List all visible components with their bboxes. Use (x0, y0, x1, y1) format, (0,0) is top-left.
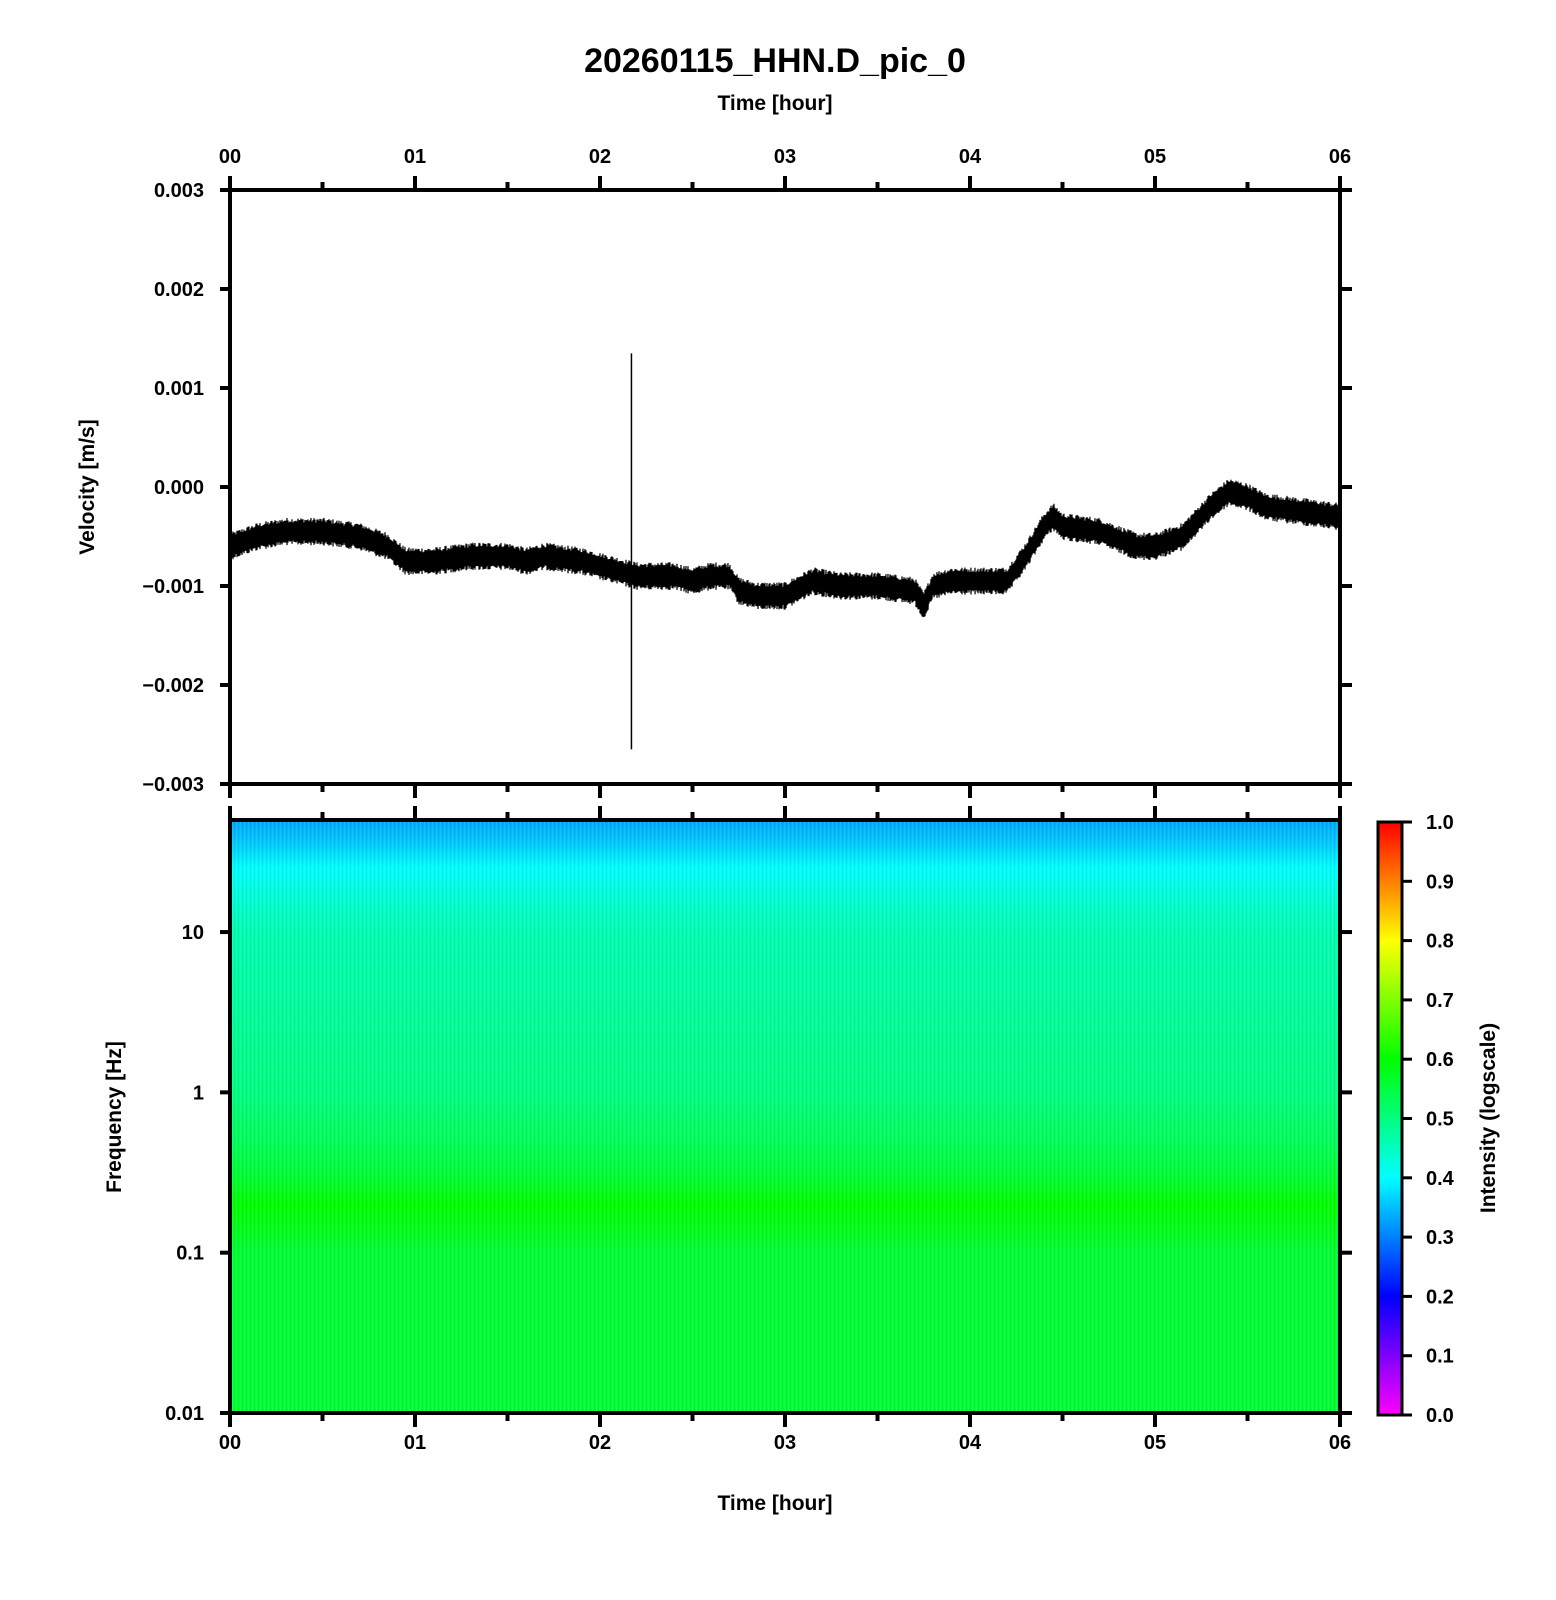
colorbar-label: Intensity (logscale) (1477, 1023, 1500, 1213)
velocity-y-tick-label: 0.001 (154, 378, 204, 400)
bottom-x-tick-label: 00 (219, 1432, 241, 1454)
top-x-tick-label: 03 (774, 146, 796, 168)
frequency-y-tick-label: 10 (182, 922, 204, 944)
spectrogram-panel: 00 01 02 03 04 05 06 10 1 0.1 0.01 Frequency [Hz]… (103, 806, 1352, 1515)
colorbar-tick-label: 0.0 (1426, 1405, 1454, 1427)
colorbar-tick-label: 0.4 (1426, 1168, 1455, 1190)
colorbar-tick-label: 0.9 (1426, 871, 1454, 893)
top-x-tick-label: 05 (1144, 146, 1166, 168)
colorbar-tick-label: 1.0 (1426, 812, 1454, 834)
colorbar: 1.0 0.9 0.8 0.7 0.6 0.5 0.4 0.3 0.2 0.1 0.0 Intens… (1376, 812, 1500, 1427)
velocity-y-tick-label: −0.002 (142, 675, 204, 697)
velocity-trace-line (229, 479, 1341, 618)
frequency-y-tick-label: 1 (193, 1082, 204, 1104)
top-x-tick-label: 00 (219, 146, 241, 168)
colorbar-tick-label: 0.8 (1426, 931, 1454, 953)
bottom-x-tick-label: 03 (774, 1432, 796, 1454)
colorbar-tick-label: 0.3 (1426, 1227, 1454, 1249)
velocity-y-axis-label: Velocity [m/s] (76, 419, 99, 554)
bottom-x-tick-label: 05 (1144, 1432, 1166, 1454)
colorbar-scale (1376, 820, 1404, 1417)
top-x-tick-label: 01 (404, 146, 426, 168)
colorbar-tick-label: 0.2 (1426, 1286, 1454, 1308)
velocity-plot-area (230, 190, 1340, 784)
velocity-y-tick-label: −0.003 (142, 774, 204, 796)
velocity-y-tick-label: 0.000 (154, 477, 204, 499)
spectrogram-frame (228, 818, 1342, 1415)
colorbar-tick-label: 0.6 (1426, 1049, 1454, 1071)
frequency-y-tick-label: 0.01 (165, 1403, 204, 1425)
frequency-y-ticks: 10 1 0.1 0.01 (165, 922, 1352, 1425)
bottom-x-tick-label: 06 (1329, 1432, 1351, 1454)
top-x-tick-label: 02 (589, 146, 611, 168)
top-x-axis-label: Time [hour] (717, 92, 832, 115)
spectrogram-texture (230, 820, 1340, 1413)
velocity-y-tick-label: 0.003 (154, 180, 204, 202)
bottom-x-axis-label: Time [hour] (717, 1492, 832, 1515)
colorbar-tick-label: 0.5 (1426, 1109, 1454, 1131)
colorbar-ticks: 1.0 0.9 0.8 0.7 0.6 0.5 0.4 0.3 0.2 0.1 0.0 (1402, 812, 1455, 1427)
velocity-y-tick-label: 0.002 (154, 279, 204, 301)
colorbar-tick-label: 0.7 (1426, 990, 1454, 1012)
velocity-y-tick-label: −0.001 (142, 576, 204, 598)
colorbar-tick-label: 0.1 (1426, 1346, 1454, 1368)
velocity-trace-group (229, 353, 1341, 750)
top-x-tick-label: 06 (1329, 146, 1351, 168)
velocity-frame (228, 188, 1342, 786)
frequency-y-axis-label: Frequency [Hz] (103, 1041, 126, 1193)
top-x-tick-label: 04 (959, 146, 982, 168)
chart-title: 20260115_HHN.D_pic_0 (584, 42, 966, 80)
bottom-x-ticks: 00 01 02 03 04 05 06 (219, 806, 1351, 1454)
velocity-panel: 00 01 02 03 04 05 06 0.003 0.002 0.001 0.000 −0.00… (76, 146, 1352, 798)
bottom-x-tick-label: 04 (959, 1432, 982, 1454)
frequency-y-tick-label: 0.1 (176, 1243, 204, 1265)
bottom-x-tick-label: 01 (404, 1432, 426, 1454)
bottom-x-tick-label: 02 (589, 1432, 611, 1454)
